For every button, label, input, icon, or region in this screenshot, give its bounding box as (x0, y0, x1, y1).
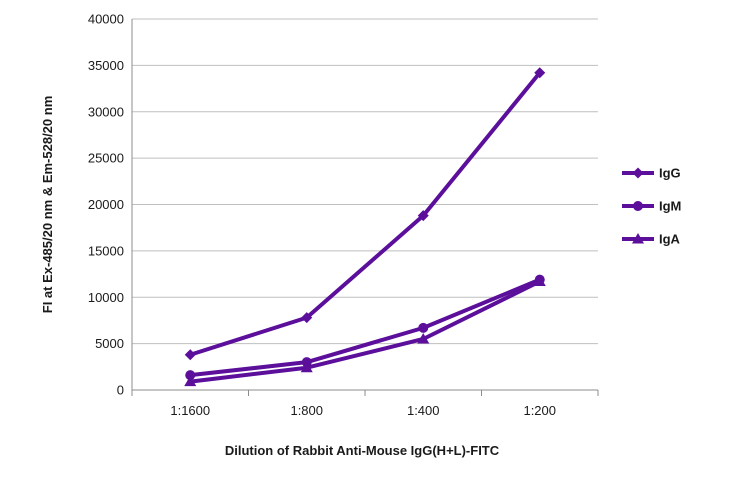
data-point-igm (185, 370, 196, 381)
x-tick-label: 1:400 (407, 403, 440, 418)
y-axis-ticks: 0 5000 10000 15000 20000 25000 30000 35000 40000 (88, 12, 124, 398)
y-tick-label: 35000 (88, 58, 124, 73)
series-line-iga (190, 279, 541, 384)
y-axis-title: FI at Ex-485/20 nm & Em-528/20 nm (40, 96, 55, 313)
legend: IgG IgM IgA (622, 166, 681, 247)
series-igm (185, 274, 545, 381)
grid-lines (132, 18, 598, 345)
y-tick-label: 30000 (88, 104, 124, 119)
x-tick-label: 1:200 (523, 403, 556, 418)
data-point-iga (300, 361, 313, 373)
series-iga (184, 275, 546, 387)
y-tick-label: 40000 (88, 12, 124, 27)
legend-entry-iga: IgA (622, 232, 681, 247)
y-tick-label: 25000 (88, 151, 124, 166)
legend-label: IgG (659, 166, 681, 181)
y-tick-label: 10000 (88, 290, 124, 305)
legend-entry-igg: IgG (622, 166, 681, 181)
data-point-igg (184, 349, 196, 361)
legend-marker-igg (632, 167, 644, 179)
data-point-iga (533, 275, 546, 286)
series-line-igm (190, 277, 541, 378)
legend-marker-iga (632, 233, 644, 244)
data-point-igg (417, 210, 429, 222)
x-tick-label: 1:1600 (170, 403, 210, 418)
y-tick-label: 20000 (88, 197, 124, 212)
y-tick-label: 15000 (88, 243, 124, 258)
series-lines (184, 67, 546, 387)
y-tick-label: 0 (117, 383, 124, 398)
data-point-igg (534, 67, 546, 79)
legend-marker-igm (633, 201, 643, 211)
y-tick-label: 5000 (95, 336, 124, 351)
data-point-igm (418, 322, 429, 333)
series-line-igg (189, 71, 542, 357)
legend-label: IgA (659, 232, 681, 247)
data-point-iga (184, 375, 197, 387)
data-point-igg (301, 312, 313, 324)
legend-label: IgM (659, 199, 681, 214)
x-axis-title: Dilution of Rabbit Anti-Mouse IgG(H+L)-F… (225, 443, 500, 458)
x-tick-label: 1:800 (290, 403, 323, 418)
series-igg (184, 67, 546, 361)
x-axis: 1:1600 1:800 1:400 1:200 (131, 19, 599, 418)
legend-entry-igm: IgM (622, 199, 681, 214)
data-point-iga (417, 332, 430, 344)
